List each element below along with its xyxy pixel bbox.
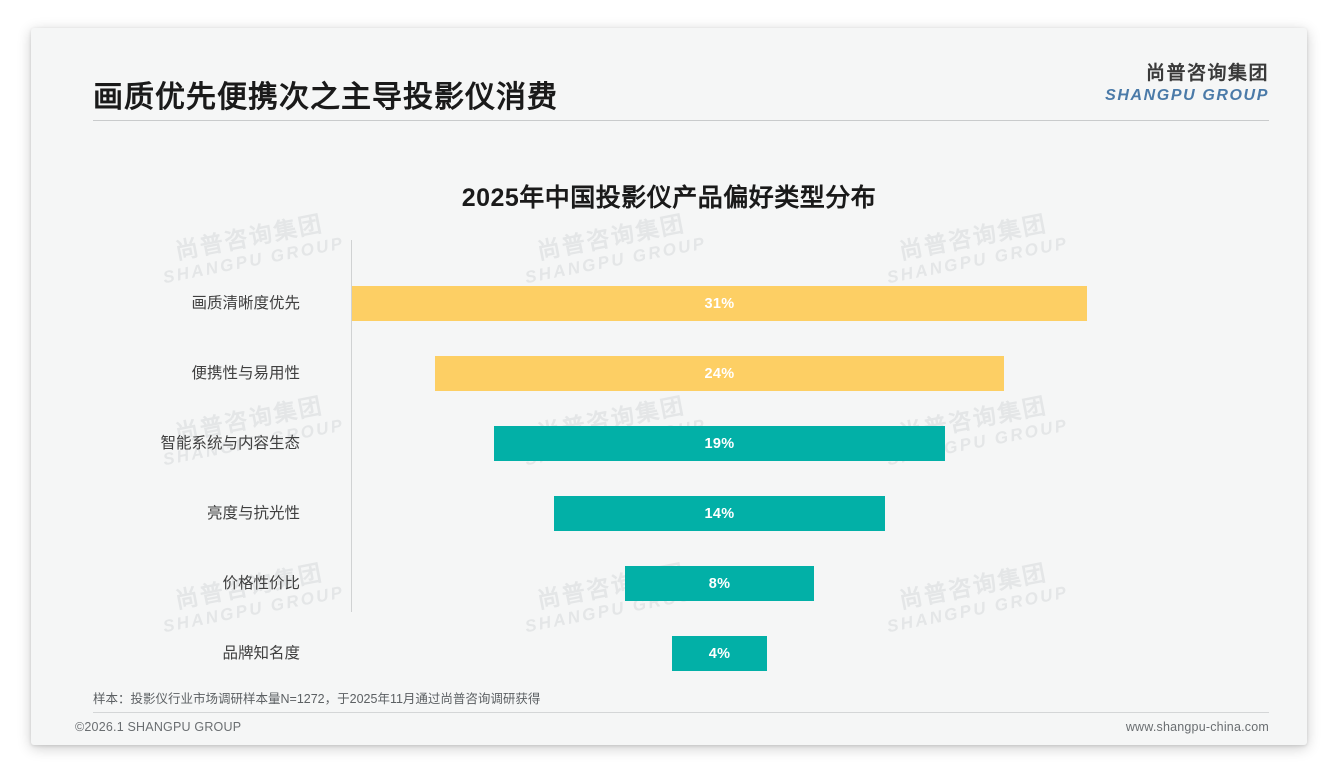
chart-bar[interactable]: 19% bbox=[494, 426, 945, 461]
bar-value-label: 24% bbox=[704, 365, 735, 382]
bar-category-label: 画质清晰度优先 bbox=[191, 295, 300, 312]
note-divider bbox=[93, 712, 1269, 713]
chart-bar[interactable]: 8% bbox=[624, 566, 815, 601]
bar-track: 24% bbox=[352, 356, 1307, 391]
chart-bar-row: 便携性与易用性 24% bbox=[31, 356, 1307, 391]
copyright-text: ©2026.1 SHANGPU GROUP bbox=[75, 720, 242, 734]
bar-category-label: 品牌知名度 bbox=[222, 645, 300, 662]
brand-name-cn: 尚普咨询集团 bbox=[1145, 63, 1269, 84]
bar-category-label: 便携性与易用性 bbox=[191, 365, 300, 382]
slide-header: 画质优先便携次之主导投影仪消费 尚普咨询集团 SHANGPU GROUP bbox=[31, 28, 1307, 122]
brand-logo: 尚普咨询集团 SHANGPU GROUP bbox=[1105, 63, 1269, 104]
chart-bar-row: 亮度与抗光性 14% bbox=[31, 496, 1307, 531]
chart-bar[interactable]: 31% bbox=[352, 286, 1087, 321]
chart-bar[interactable]: 14% bbox=[553, 496, 886, 531]
y-axis-line bbox=[351, 240, 352, 612]
chart-bar[interactable]: 4% bbox=[672, 636, 767, 671]
chart-bar-row: 画质清晰度优先 31% bbox=[31, 286, 1307, 321]
chart-title: 2025年中国投影仪产品偏好类型分布 bbox=[461, 184, 877, 212]
bar-track: 31% bbox=[352, 286, 1307, 321]
bar-track: 14% bbox=[352, 496, 1307, 531]
brand-name-en: SHANGPU GROUP bbox=[1105, 86, 1269, 104]
header-divider bbox=[93, 120, 1269, 121]
chart-bar-row: 价格性价比 8% bbox=[31, 566, 1307, 601]
bar-value-label: 19% bbox=[704, 435, 735, 452]
page-title: 画质优先便携次之主导投影仪消费 bbox=[93, 81, 558, 114]
chart-bar-row: 智能系统与内容生态 19% bbox=[31, 426, 1307, 461]
slide-card: 尚普咨询集团 SHANGPU GROUP 尚普咨询集团 SHANGPU GROU… bbox=[31, 28, 1307, 745]
slide-footer: ©2026.1 SHANGPU GROUP www.shangpu-china.… bbox=[31, 712, 1307, 745]
bar-value-label: 8% bbox=[708, 575, 731, 592]
chart-bar[interactable]: 24% bbox=[434, 356, 1004, 391]
bar-value-label: 14% bbox=[704, 505, 735, 522]
sample-note: 样本：投影仪行业市场调研样本量N=1272，于2025年11月通过尚普咨询调研获… bbox=[93, 692, 541, 706]
bar-value-label: 31% bbox=[704, 295, 735, 312]
bar-value-label: 4% bbox=[708, 645, 731, 662]
bar-category-label: 价格性价比 bbox=[222, 575, 300, 592]
bar-category-label: 亮度与抗光性 bbox=[206, 505, 300, 522]
chart-bar-row: 品牌知名度 4% bbox=[31, 636, 1307, 671]
bar-track: 19% bbox=[352, 426, 1307, 461]
website-link[interactable]: www.shangpu-china.com bbox=[1125, 720, 1269, 734]
chart-container: 2025年中国投影仪产品偏好类型分布 画质清晰度优先 31% 便携性与易用性 2… bbox=[31, 122, 1307, 671]
bar-track: 8% bbox=[352, 566, 1307, 601]
bar-category-label: 智能系统与内容生态 bbox=[160, 435, 300, 452]
chart-plot-area: 画质清晰度优先 31% 便携性与易用性 24% 智能系统与内容生态 bbox=[31, 240, 1307, 671]
bar-track: 4% bbox=[352, 636, 1307, 671]
